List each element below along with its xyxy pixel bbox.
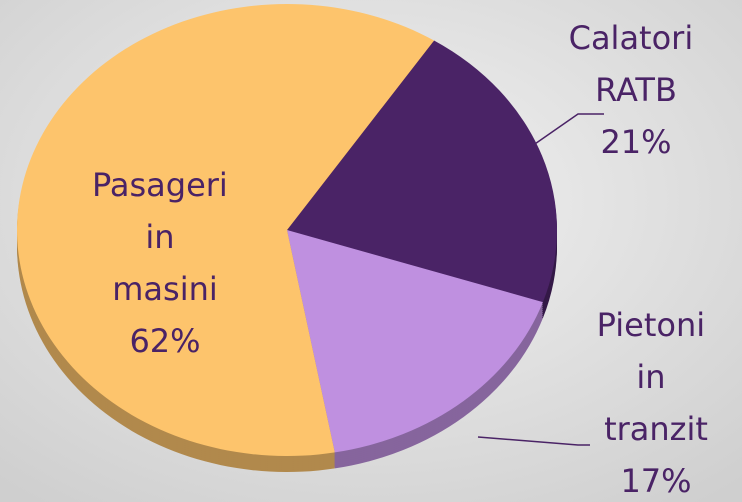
- leader-line: [477, 436, 590, 446]
- value-label: 62%: [129, 322, 200, 360]
- slice: [287, 230, 543, 453]
- slice-label: Calatori RATB: [569, 19, 704, 109]
- slice: [287, 40, 557, 303]
- slice-label: Pietoni in tranzit: [597, 306, 716, 448]
- value-label: 17%: [620, 462, 691, 500]
- leader-line: [531, 113, 604, 147]
- slice: [17, 3, 435, 456]
- slice-label: Pasageri in masini: [92, 166, 238, 308]
- value-label: 21%: [600, 123, 671, 161]
